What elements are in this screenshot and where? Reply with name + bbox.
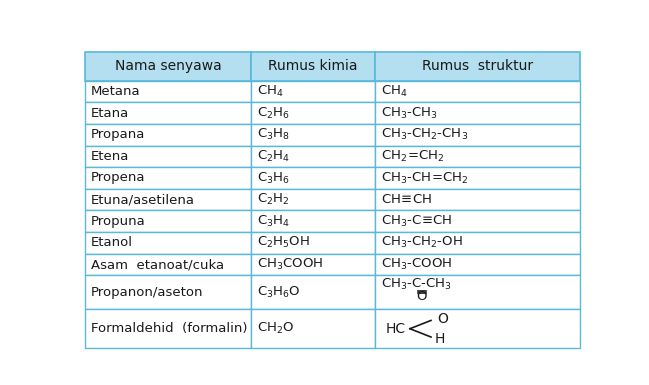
- Bar: [251, 232, 374, 254]
- Text: Etuna/asetilena: Etuna/asetilena: [91, 193, 195, 206]
- Bar: [85, 167, 251, 189]
- Bar: [251, 102, 374, 124]
- Bar: [374, 254, 580, 275]
- Bar: [374, 211, 580, 232]
- Text: $\mathregular{CH_{3}\text{-}C\!\equiv\!CH}$: $\mathregular{CH_{3}\text{-}C\!\equiv\!C…: [381, 214, 452, 229]
- Text: $\mathregular{C_{3}H_{4}}$: $\mathregular{C_{3}H_{4}}$: [257, 214, 290, 229]
- Text: Propana: Propana: [91, 128, 145, 141]
- Text: $\mathregular{CH_{3}\text{-}CH_{2}\text{-}CH_{3}}$: $\mathregular{CH_{3}\text{-}CH_{2}\text{…: [381, 127, 468, 142]
- Text: Asam  etanoat/cuka: Asam etanoat/cuka: [91, 258, 225, 271]
- Text: $\mathregular{CH_{3}\text{-}C\text{-}CH_{3}}$: $\mathregular{CH_{3}\text{-}C\text{-}CH_…: [381, 276, 452, 292]
- Text: $\mathregular{CH_{4}}$: $\mathregular{CH_{4}}$: [381, 84, 408, 99]
- Text: Propanon/aseton: Propanon/aseton: [91, 286, 204, 299]
- Bar: [251, 80, 374, 102]
- Text: $\mathregular{CH_{3}COOH}$: $\mathregular{CH_{3}COOH}$: [257, 257, 323, 272]
- Text: $\mathregular{CH_{3}\text{-}CH_{2}\text{-}OH}$: $\mathregular{CH_{3}\text{-}CH_{2}\text{…: [381, 235, 463, 251]
- Bar: [85, 124, 251, 146]
- Bar: [85, 232, 251, 254]
- Text: H: H: [435, 332, 445, 346]
- Bar: [85, 189, 251, 211]
- Text: $\mathregular{C_{2}H_{4}}$: $\mathregular{C_{2}H_{4}}$: [257, 149, 290, 164]
- Text: $\mathregular{C_{2}H_{2}}$: $\mathregular{C_{2}H_{2}}$: [257, 192, 289, 207]
- Bar: [251, 167, 374, 189]
- Bar: [374, 146, 580, 167]
- Bar: [374, 167, 580, 189]
- Text: $\mathregular{C_{2}H_{5}OH}$: $\mathregular{C_{2}H_{5}OH}$: [257, 235, 310, 251]
- Bar: [374, 189, 580, 211]
- Text: Propena: Propena: [91, 171, 145, 184]
- Text: Formaldehid  (formalin): Formaldehid (formalin): [91, 322, 248, 335]
- Text: $\mathregular{C_{2}H_{6}}$: $\mathregular{C_{2}H_{6}}$: [257, 105, 290, 121]
- Text: $\mathregular{CH_{2}\!=\!CH_{2}}$: $\mathregular{CH_{2}\!=\!CH_{2}}$: [381, 149, 445, 164]
- Bar: [374, 232, 580, 254]
- Bar: [85, 310, 251, 348]
- Bar: [374, 52, 580, 80]
- Bar: [251, 275, 374, 310]
- Text: $\mathregular{C_{3}H_{6}O}$: $\mathregular{C_{3}H_{6}O}$: [257, 285, 300, 300]
- Bar: [251, 124, 374, 146]
- Text: Rumus  struktur: Rumus struktur: [422, 59, 533, 74]
- Text: $\mathregular{CH_{3}\text{-}COOH}$: $\mathregular{CH_{3}\text{-}COOH}$: [381, 257, 452, 272]
- Bar: [251, 310, 374, 348]
- Bar: [85, 80, 251, 102]
- Text: Nama senyawa: Nama senyawa: [115, 59, 221, 74]
- Bar: [251, 189, 374, 211]
- Bar: [85, 254, 251, 275]
- Bar: [85, 146, 251, 167]
- Bar: [85, 211, 251, 232]
- Bar: [374, 310, 580, 348]
- Bar: [374, 275, 580, 310]
- Text: $\mathregular{C_{3}H_{8}}$: $\mathregular{C_{3}H_{8}}$: [257, 127, 290, 142]
- Text: $\mathregular{CH\!\equiv\!CH}$: $\mathregular{CH\!\equiv\!CH}$: [381, 193, 432, 206]
- Text: $\mathregular{C_{3}H_{6}}$: $\mathregular{C_{3}H_{6}}$: [257, 171, 290, 186]
- Bar: [251, 146, 374, 167]
- Text: Rumus kimia: Rumus kimia: [268, 59, 358, 74]
- Bar: [251, 254, 374, 275]
- Bar: [85, 102, 251, 124]
- Bar: [85, 275, 251, 310]
- Text: Propuna: Propuna: [91, 215, 146, 228]
- Text: O: O: [417, 290, 427, 303]
- Bar: [374, 102, 580, 124]
- Text: $\mathregular{CH_{2}O}$: $\mathregular{CH_{2}O}$: [257, 321, 295, 336]
- Text: Etana: Etana: [91, 107, 129, 120]
- Text: Etanol: Etanol: [91, 236, 133, 249]
- Text: HC: HC: [386, 322, 406, 336]
- Text: Metana: Metana: [91, 85, 141, 98]
- Text: O: O: [437, 312, 448, 326]
- Text: $\mathregular{CH_{4}}$: $\mathregular{CH_{4}}$: [257, 84, 284, 99]
- Bar: [85, 52, 251, 80]
- Text: $\mathregular{CH_{3}\text{-}CH\!=\!CH_{2}}$: $\mathregular{CH_{3}\text{-}CH\!=\!CH_{2…: [381, 171, 469, 186]
- Text: $\mathregular{CH_{3}\text{-}CH_{3}}$: $\mathregular{CH_{3}\text{-}CH_{3}}$: [381, 105, 437, 121]
- Bar: [374, 80, 580, 102]
- Bar: [374, 124, 580, 146]
- Bar: [251, 52, 374, 80]
- Bar: [251, 211, 374, 232]
- Text: Etena: Etena: [91, 150, 130, 163]
